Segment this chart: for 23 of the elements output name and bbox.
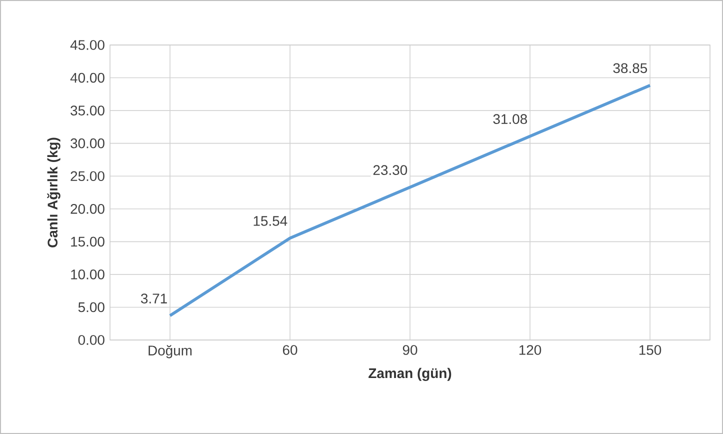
data-label: 38.85 <box>613 63 648 74</box>
y-axis-title: Canlı Ağırlık (kg) <box>47 138 60 248</box>
x-tick-label: Doğum <box>148 345 192 358</box>
x-tick-label: 60 <box>282 345 298 355</box>
y-tick-label: 20.00 <box>70 204 104 214</box>
y-tick-label: 0.00 <box>78 335 104 345</box>
data-label: 23.30 <box>373 165 408 176</box>
y-tick-label: 10.00 <box>71 270 104 280</box>
data-label: 15.54 <box>254 216 288 226</box>
y-tick-label: 45.00 <box>70 40 104 50</box>
x-axis-title: Zaman (gün) <box>368 368 452 381</box>
y-tick-label: 25.00 <box>70 171 104 182</box>
data-label: 31.08 <box>493 114 528 124</box>
y-tick-label: 5.00 <box>78 302 104 312</box>
y-tick-label: 30.00 <box>70 138 104 148</box>
x-tick-label: 90 <box>402 345 418 355</box>
x-tick-label: 150 <box>639 345 662 355</box>
line-series <box>168 84 652 318</box>
y-tick-label: 40.00 <box>70 72 104 83</box>
data-label: 3.71 <box>140 294 167 304</box>
y-tick-label: 15.00 <box>71 236 104 247</box>
x-tick-label: 120 <box>519 345 542 355</box>
y-tick-label: 35.00 <box>70 106 104 116</box>
